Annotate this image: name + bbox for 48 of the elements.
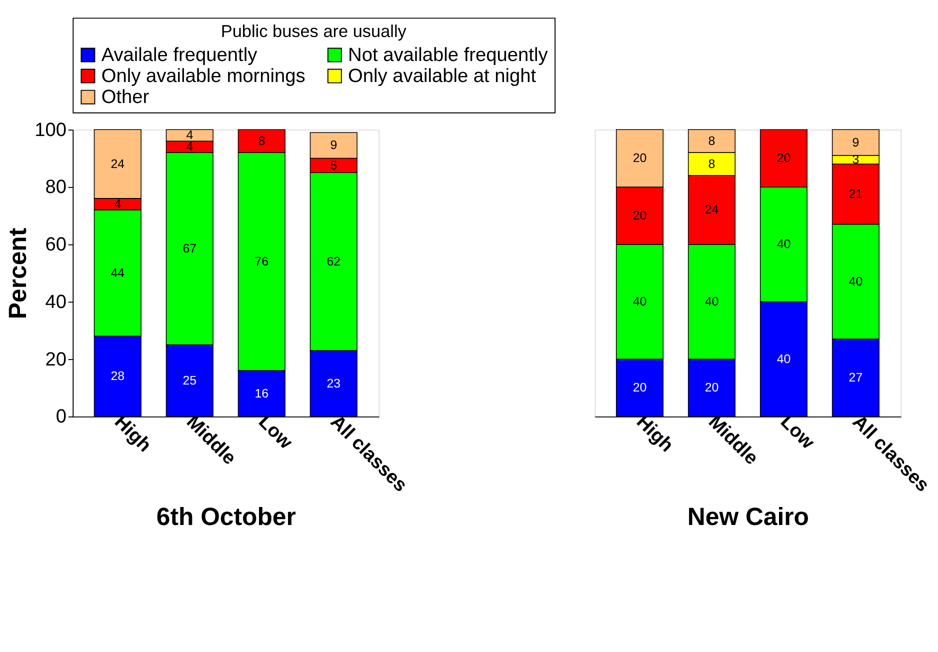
data-label: 4	[186, 140, 194, 154]
data-label: 40	[776, 237, 791, 252]
data-label: 8	[708, 134, 716, 148]
data-label: 20	[632, 208, 647, 222]
data-label: 20	[632, 380, 647, 395]
data-label: 16	[254, 386, 269, 400]
legend-label: Other	[101, 86, 150, 108]
data-label: 4	[186, 128, 194, 142]
data-label: 8	[708, 156, 716, 171]
data-label: 44	[110, 266, 125, 280]
y-tick-label: 20	[45, 349, 66, 370]
y-tick-label: 80	[45, 177, 66, 198]
data-label: 24	[704, 202, 719, 217]
y-tick-label: 100	[34, 120, 66, 141]
data-label: 5	[330, 158, 338, 172]
data-label: 21	[848, 186, 863, 201]
data-label: 20	[776, 151, 791, 166]
y-tick-label: 60	[45, 234, 66, 256]
data-label: 28	[110, 369, 125, 384]
data-label: 9	[330, 138, 338, 152]
data-label: 25	[182, 373, 197, 388]
data-label: 23	[326, 376, 341, 390]
data-label: 9	[852, 135, 860, 150]
data-label: 4	[114, 197, 122, 212]
data-label: 20	[704, 380, 719, 395]
data-label: 40	[848, 274, 863, 288]
x-tick-label: Low	[776, 412, 818, 454]
data-label: 62	[326, 254, 341, 268]
data-label: 20	[632, 151, 647, 166]
legend-label: Not available frequently	[348, 44, 548, 66]
legend-title: Public buses are usually	[220, 20, 407, 41]
y-tick-label: 0	[56, 406, 66, 428]
data-label: 76	[254, 254, 269, 268]
data-label: 40	[704, 294, 719, 309]
data-label: 24	[110, 156, 125, 171]
data-label: 27	[848, 370, 863, 385]
y-axis-title: Percent	[4, 228, 32, 320]
data-label: 40	[632, 294, 647, 309]
data-label: 8	[258, 134, 266, 148]
data-label: 40	[776, 352, 791, 366]
y-tick-label: 40	[45, 292, 66, 313]
x-axis-title: 6th October	[156, 503, 296, 532]
data-label: 67	[182, 241, 197, 256]
x-tick-label: Low	[254, 412, 296, 454]
legend-label: Only available at night	[348, 66, 537, 87]
legend-label: Only available mornings	[101, 66, 306, 87]
legend-label: Availale frequently	[101, 44, 258, 66]
x-axis-title: New Cairo	[687, 503, 809, 532]
